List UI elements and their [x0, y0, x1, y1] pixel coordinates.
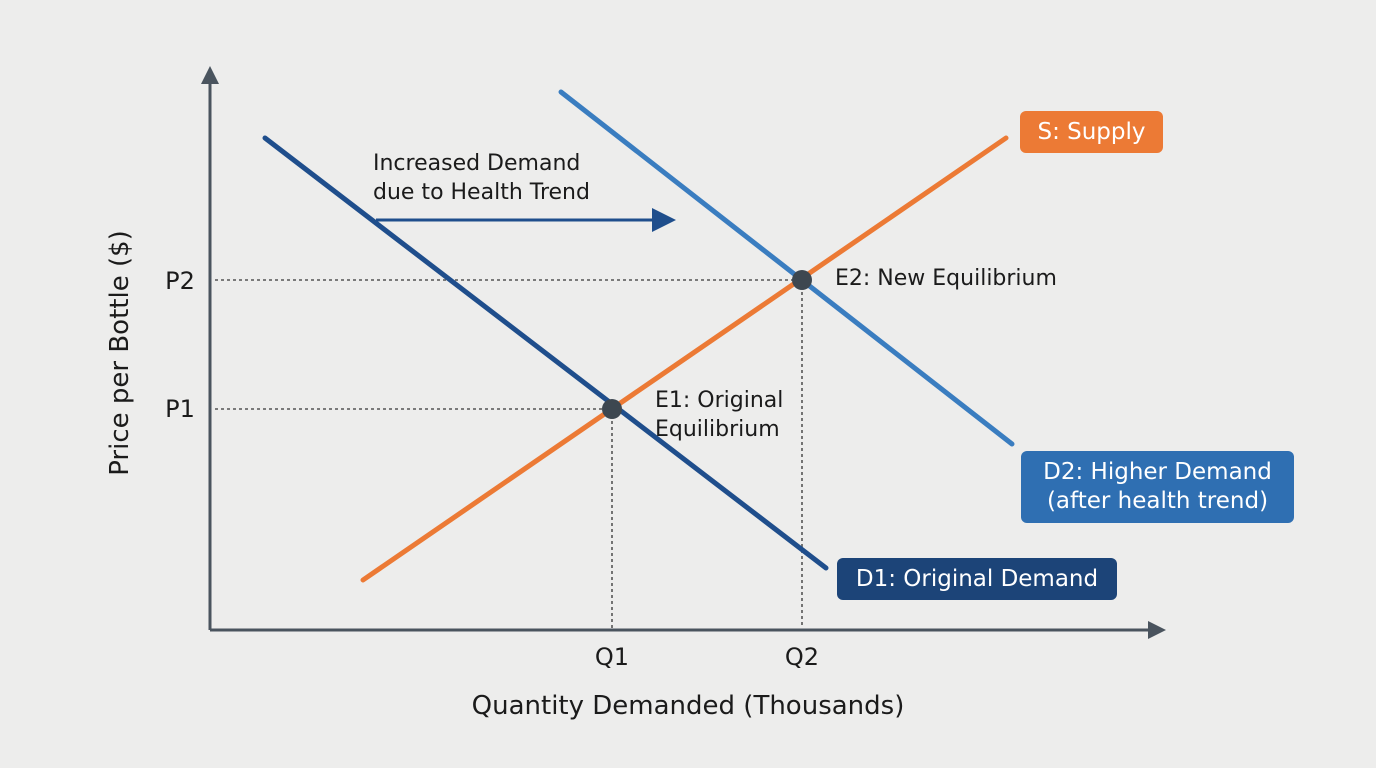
supply-curve [360, 135, 1009, 583]
d1-label: D1: Original Demand [837, 558, 1117, 600]
e1-label-line1: E1: Original [655, 388, 784, 413]
shift-annotation: Increased Demand due to Health Trend [373, 149, 590, 207]
d1-curve [262, 135, 829, 571]
x-axis-arrow-icon [1148, 621, 1166, 639]
d2-curve [558, 89, 1015, 447]
d2-label: D2: Higher Demand (after health trend) [1021, 451, 1294, 523]
shift-arrow-head-icon [652, 208, 676, 232]
e1-point [602, 399, 622, 419]
y-tick-p2: P2 [165, 267, 195, 295]
d2-label-line1: D2: Higher Demand [1043, 459, 1272, 485]
e1-label-line2: Equilibrium [655, 417, 780, 442]
e2-label: E2: New Equilibrium [835, 266, 1057, 291]
x-axis-label: Quantity Demanded (Thousands) [471, 691, 905, 721]
shift-annotation-line2: due to Health Trend [373, 180, 590, 205]
shift-annotation-line1: Increased Demand [373, 151, 581, 176]
x-tick-q1: Q1 [594, 643, 630, 671]
e2-point [792, 270, 812, 290]
y-axis-arrow-icon [201, 66, 219, 84]
y-axis-label: Price per Bottle ($) [105, 230, 135, 476]
y-tick-p1: P1 [165, 395, 195, 423]
x-tick-q2: Q2 [784, 643, 820, 671]
d2-label-line2: (after health trend) [1046, 488, 1269, 514]
supply-label: S: Supply [1020, 111, 1163, 153]
e1-label: E1: Original Equilibrium [655, 386, 783, 444]
